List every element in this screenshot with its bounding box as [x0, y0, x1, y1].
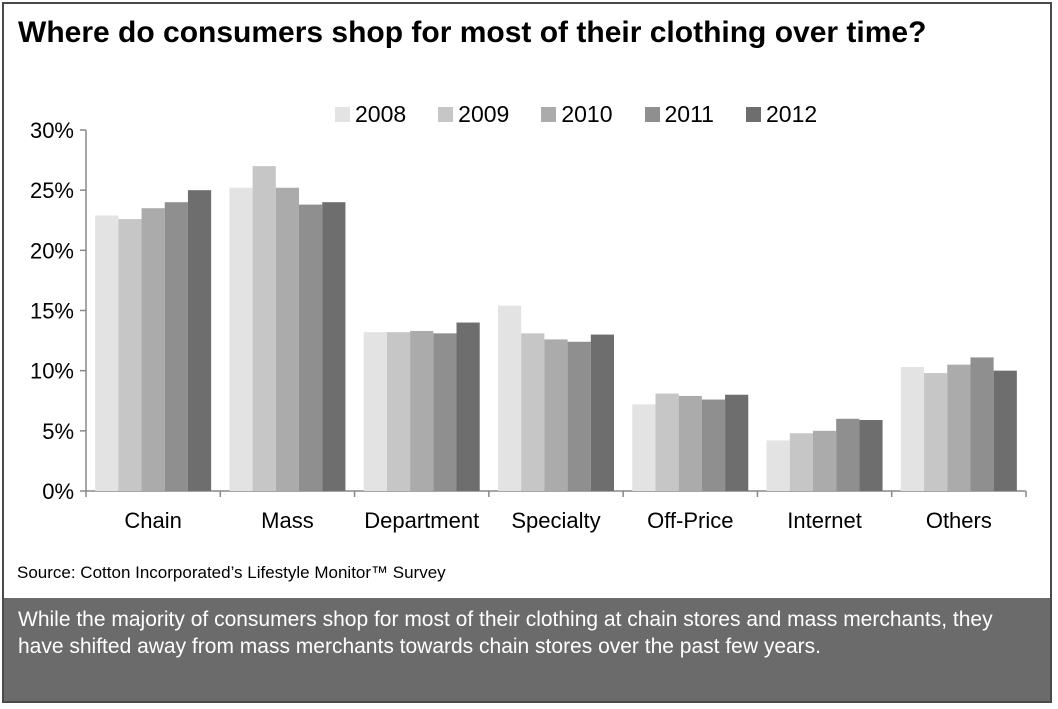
y-tick-label: 10%	[30, 359, 74, 384]
bar-specialty-2011	[567, 341, 591, 491]
bar-mass-2011	[299, 204, 323, 491]
bar-mass-2009	[252, 166, 276, 491]
bar-others-2010	[947, 364, 971, 491]
x-category-label: Internet	[787, 508, 862, 533]
x-category-label: Department	[364, 508, 479, 533]
y-tick-label: 5%	[42, 419, 74, 444]
legend-item-2008: 2008	[335, 101, 406, 128]
bar-off-price-2010	[678, 395, 702, 491]
chart-legend: 2008 2009 2010 2011 2012	[335, 100, 849, 128]
bar-off-price-2012	[725, 394, 749, 491]
legend-item-2011: 2011	[644, 100, 714, 128]
x-category-label: Specialty	[511, 508, 600, 533]
bar-mass-2010	[275, 187, 300, 491]
legend-swatch-2009	[438, 106, 454, 122]
bar-department-2012	[456, 322, 480, 491]
bar-internet-2011	[836, 418, 860, 491]
bar-department-2011	[433, 333, 457, 491]
chart-title: Where do consumers shop for most of thei…	[18, 16, 927, 49]
bar-others-2011	[970, 357, 994, 491]
bar-off-price-2011	[701, 399, 726, 491]
legend-label-2009: 2009	[458, 100, 510, 127]
x-category-label: Chain	[124, 508, 181, 533]
bar-mass-2008	[229, 187, 253, 491]
bar-specialty-2010	[544, 339, 568, 491]
y-tick-label: 20%	[30, 238, 74, 263]
bar-specialty-2012	[590, 334, 614, 491]
bar-others-2009	[924, 373, 948, 491]
y-tick-label: 15%	[30, 299, 74, 324]
legend-swatch-2012	[745, 106, 761, 122]
bar-department-2010	[410, 330, 434, 491]
legend-item-2012: 2012	[745, 100, 818, 128]
legend-label-2010: 2010	[561, 100, 613, 127]
caption-box: While the majority of consumers shop for…	[4, 598, 1050, 701]
bar-specialty-2008	[498, 305, 522, 491]
legend-swatch-2011	[644, 106, 660, 122]
bar-chain-2008	[95, 215, 119, 492]
y-tick-label: 25%	[30, 178, 74, 203]
bar-chain-2012	[187, 190, 212, 491]
legend-item-2009: 2009	[438, 101, 509, 128]
x-category-label: Others	[926, 508, 992, 533]
legend-swatch-2008	[335, 106, 350, 122]
bar-internet-2009	[789, 433, 813, 491]
bar-internet-2008	[766, 440, 790, 491]
source-note: Source: Cotton Incorporated’s Lifestyle …	[17, 563, 446, 582]
bar-chain-2009	[118, 219, 142, 491]
bar-others-2012	[993, 370, 1017, 491]
legend-label-2008: 2008	[355, 100, 407, 127]
bar-specialty-2009	[521, 333, 545, 491]
bar-department-2008	[363, 332, 387, 491]
bar-off-price-2009	[655, 393, 679, 491]
bar-mass-2012	[322, 202, 346, 491]
y-tick-label: 0%	[42, 479, 74, 504]
x-category-label: Mass	[261, 508, 314, 533]
y-tick-label: 30%	[30, 118, 74, 143]
bar-chain-2010	[141, 208, 165, 491]
bar-off-price-2008	[632, 404, 656, 491]
legend-label-2012: 2012	[765, 100, 818, 127]
bar-chain-2011	[164, 202, 188, 491]
legend-swatch-2010	[541, 106, 557, 122]
x-category-label: Off-Price	[647, 508, 733, 533]
legend-item-2010: 2010	[541, 100, 613, 128]
bar-others-2008	[900, 367, 925, 491]
bar-internet-2010	[812, 430, 837, 491]
bar-department-2009	[386, 332, 411, 491]
legend-label-2011: 2011	[664, 100, 714, 127]
bar-internet-2012	[859, 420, 883, 491]
